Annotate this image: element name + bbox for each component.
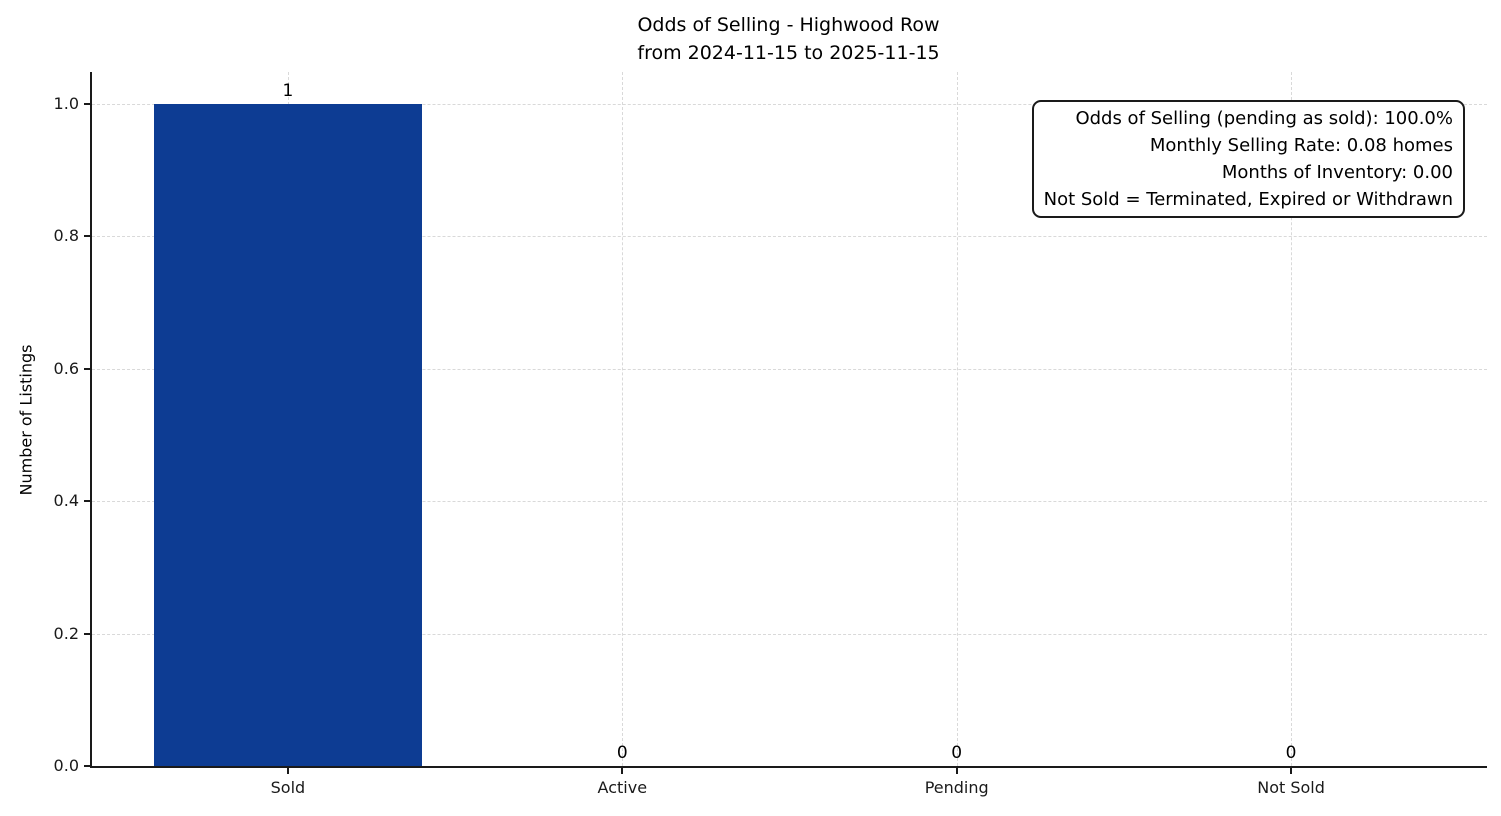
gridline-horizontal	[92, 633, 1487, 635]
y-tick-label: 0.0	[53, 756, 79, 775]
annotation-box: Odds of Selling (pending as sold): 100.0…	[1031, 100, 1465, 218]
gridline-horizontal	[92, 236, 1487, 238]
gridline-horizontal	[92, 103, 1487, 105]
x-tick-mark	[286, 766, 289, 774]
y-tick-mark	[84, 632, 92, 635]
bar-value-label: 0	[951, 743, 963, 763]
y-tick-mark	[84, 765, 92, 767]
y-tick-label: 1.0	[53, 93, 79, 113]
y-tick-label: 0.8	[53, 226, 79, 246]
bar-value-label: 0	[616, 743, 628, 763]
x-tick-label: Pending	[924, 778, 989, 797]
annotation-line-months-inventory: Months of Inventory: 0.00	[1221, 162, 1453, 183]
annotation-line-odds: Odds of Selling (pending as sold): 100.0…	[1075, 108, 1453, 129]
x-tick-mark	[955, 766, 958, 774]
chart-title-line2: from 2024-11-15 to 2025-11-15	[637, 42, 940, 64]
x-tick-mark	[621, 766, 624, 774]
x-tick-label: Active	[597, 778, 648, 797]
y-tick-mark	[84, 235, 92, 238]
bar-value-label: 0	[1285, 743, 1297, 763]
plot-area: 0.0 0.2 0.4 0.6 0.8 1.0 Sold 1 Active 0 Pending 0 No…	[54, 72, 1487, 797]
gridline-horizontal	[92, 501, 1487, 503]
gridline-vertical	[956, 72, 958, 766]
gridline-horizontal	[92, 368, 1487, 370]
y-tick-mark	[84, 367, 92, 370]
y-tick-label: 0.4	[53, 491, 79, 511]
gridline-vertical	[622, 72, 624, 766]
annotation-line-not-sold-note: Not Sold = Terminated, Expired or Withdr…	[1043, 189, 1453, 210]
gridline-vertical	[1291, 72, 1293, 766]
x-tick-mark	[1290, 766, 1293, 774]
x-tick-label: Not Sold	[1257, 778, 1325, 797]
x-tick-label: Sold	[270, 778, 306, 797]
y-tick-mark	[84, 102, 92, 105]
bar-value-label: 1	[282, 80, 294, 101]
y-tick-label: 0.6	[53, 358, 79, 378]
annotation-line-monthly-rate: Monthly Selling Rate: 0.08 homes	[1149, 135, 1453, 156]
y-tick-mark	[84, 500, 92, 503]
chart-title: Odds of Selling - Highwood Row from 2024…	[90, 11, 1487, 67]
bar-sold	[154, 103, 422, 766]
chart-title-line1: Odds of Selling - Highwood Row	[637, 14, 940, 36]
y-tick-label: 0.2	[53, 623, 79, 643]
